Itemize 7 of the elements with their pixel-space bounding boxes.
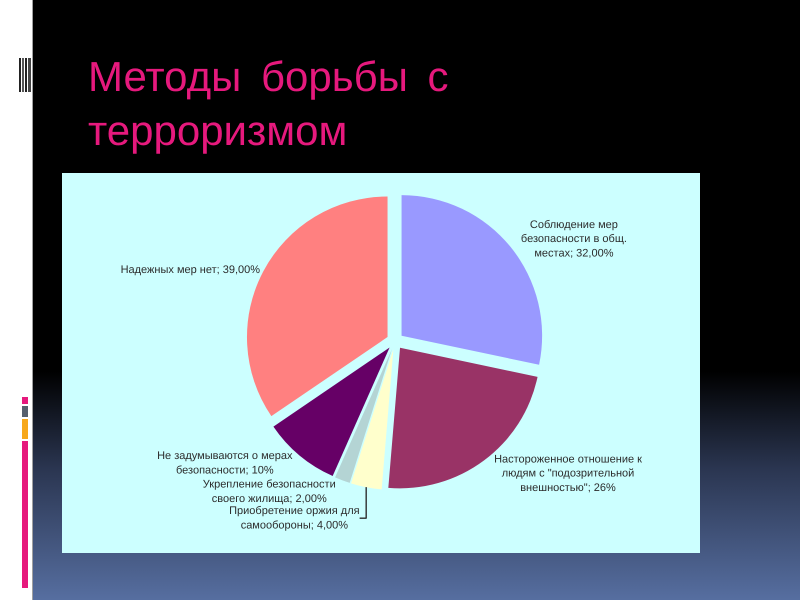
slice-label: Надежных мер нет; 39,00% [120, 264, 260, 276]
slice-label: Приобретение оржия для самообороны; 4,00% [229, 505, 360, 532]
slice-label: Не задумываются о мерах безопасности; 10% [157, 450, 294, 476]
slice-label: Соблюдение мер безопасности в общ. местах; 32,00% [520, 218, 627, 260]
chart-title: Методы борьбы с терроризмом [88, 52, 450, 156]
slice-label: Укрепление безопасности своего жилища; 2,00% [202, 478, 336, 506]
slice-label: Настороженное отношение к людям с "подозрительной внешностью"; 26% [494, 453, 642, 494]
